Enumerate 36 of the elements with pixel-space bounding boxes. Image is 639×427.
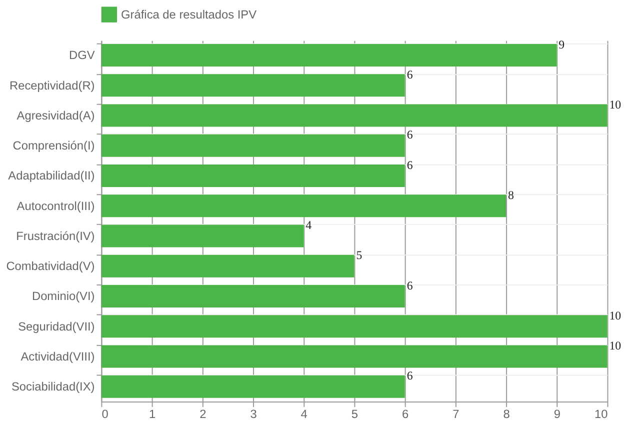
x-tick-label: 7	[452, 406, 460, 421]
data-label: 6	[406, 158, 413, 172]
y-tick-label: Frustración(IV)	[16, 228, 95, 243]
data-label: 5	[356, 248, 362, 262]
data-label: 6	[406, 67, 413, 82]
x-tick-label: 1	[148, 406, 156, 421]
data-label: 4	[306, 218, 312, 232]
x-tick-label: 2	[200, 406, 207, 421]
x-tick-label: 10	[594, 406, 608, 421]
y-tick-label: Adaptabilidad(II)	[8, 168, 95, 183]
legend-label: Gráfica de resultados IPV	[121, 8, 257, 22]
y-tick-label: Seguridad(VII)	[18, 319, 95, 334]
y-tick-label: Sociabilidad(IX)	[11, 380, 95, 394]
y-tick-label: Dominio(VI)	[32, 289, 95, 304]
x-tick-label: 0	[102, 406, 109, 421]
y-tick-label: DGV	[68, 48, 95, 62]
data-label: 6	[406, 368, 413, 383]
data-label: 10	[609, 338, 622, 353]
x-tick-label: 4	[300, 406, 308, 421]
x-tick-label: 5	[351, 406, 358, 421]
x-tick-label: 6	[402, 406, 410, 421]
y-tick-label: Combatividad(V)	[6, 259, 95, 274]
data-label: 8	[508, 188, 514, 202]
data-label: 10	[609, 308, 622, 322]
data-label: 9	[558, 37, 565, 52]
y-tick-label: Comprensión(I)	[12, 138, 95, 153]
data-label: 10	[609, 98, 622, 112]
y-tick-label: Agresividad(A)	[16, 108, 95, 122]
x-tick-label: 8	[503, 406, 510, 421]
x-tick-label: 3	[250, 406, 258, 421]
data-label: 6	[406, 128, 413, 142]
x-tick-label: 9	[554, 406, 561, 421]
data-label: 6	[406, 278, 413, 292]
y-tick-label: Actividad(VIII)	[20, 349, 95, 364]
y-tick-label: Receptividad(R)	[10, 78, 95, 92]
y-tick-label: Autocontrol(III)	[16, 198, 95, 213]
